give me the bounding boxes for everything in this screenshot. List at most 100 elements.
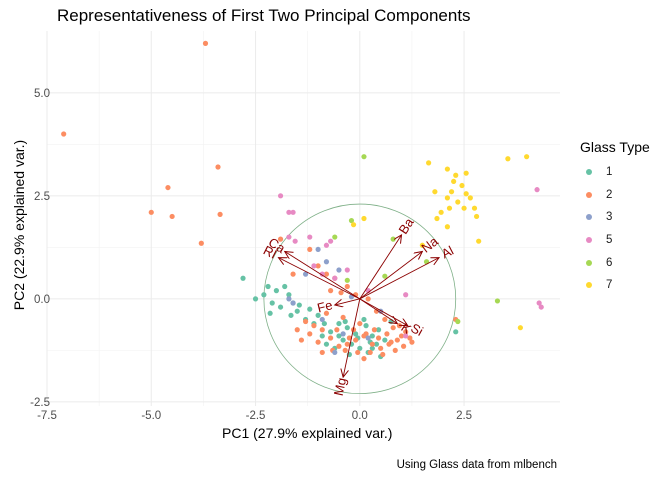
- data-point-type-5: [286, 234, 292, 240]
- y-axis-label: PC2 (22.9% explained var.): [11, 139, 27, 311]
- data-point-type-2: [169, 213, 175, 220]
- legend-label: 3: [606, 211, 613, 224]
- data-point-type-7: [471, 205, 478, 211]
- data-point-type-5: [286, 209, 292, 215]
- data-point-type-7: [455, 199, 461, 205]
- data-point-type-1: [296, 302, 302, 308]
- legend-item-3: 3: [580, 206, 650, 229]
- vector-label-mg: Mg: [331, 376, 349, 397]
- data-point-type-1: [307, 306, 313, 312]
- data-point-type-1: [269, 300, 275, 306]
- loading-vector-k: [359, 298, 398, 324]
- loading-vector-fe: [335, 298, 360, 305]
- data-point-type-2: [371, 327, 378, 333]
- legend-title: Glass Type: [580, 139, 650, 155]
- data-point-type-2: [298, 337, 305, 343]
- loading-vector-ba: [359, 235, 402, 300]
- data-point-type-5: [311, 263, 317, 269]
- data-point-type-5: [277, 193, 284, 199]
- data-point-type-2: [369, 341, 375, 347]
- data-point-type-1: [261, 292, 267, 298]
- legend-key: [580, 277, 597, 294]
- x-tick-label: 0.0: [352, 410, 368, 422]
- data-point-type-5: [292, 238, 298, 244]
- data-point-type-7: [432, 189, 438, 195]
- data-point-type-5: [307, 234, 313, 240]
- data-point-type-2: [338, 290, 344, 296]
- data-point-type-7: [476, 238, 482, 244]
- y-tick-label: 2.5: [34, 191, 50, 203]
- data-point-type-3: [340, 331, 346, 337]
- data-point-type-5: [332, 275, 338, 281]
- y-tick-label: 0.0: [34, 294, 50, 306]
- data-point-type-6: [455, 318, 461, 325]
- data-point-type-7: [473, 213, 480, 220]
- data-point-type-2: [323, 310, 330, 316]
- data-point-type-1: [323, 341, 330, 347]
- data-point-type-1: [357, 345, 363, 351]
- data-point-type-7: [438, 209, 444, 215]
- data-point-type-2: [334, 327, 340, 333]
- y-tick-label: 5.0: [34, 88, 50, 100]
- data-point-type-2: [277, 236, 284, 242]
- data-point-type-3: [290, 300, 296, 306]
- legend-item-7: 7: [580, 274, 650, 297]
- data-point-type-2: [357, 320, 363, 327]
- data-point-type-2: [394, 337, 400, 343]
- data-point-type-1: [240, 275, 246, 281]
- data-point-type-7: [448, 189, 455, 195]
- data-point-type-5: [290, 209, 296, 215]
- data-point-type-7: [463, 170, 469, 176]
- data-point-type-2: [61, 131, 67, 137]
- data-point-type-2: [311, 323, 317, 329]
- data-point-type-1: [342, 318, 348, 325]
- data-point-type-3: [323, 259, 330, 265]
- data-point-type-2: [342, 347, 348, 353]
- data-point-type-2: [353, 337, 359, 343]
- data-point-type-2: [384, 331, 390, 337]
- data-point-type-3: [332, 349, 338, 356]
- data-point-type-2: [294, 327, 300, 333]
- data-point-type-1: [453, 329, 459, 335]
- data-point-type-2: [392, 347, 398, 353]
- data-point-type-2: [340, 314, 346, 321]
- data-point-type-2: [382, 316, 388, 323]
- data-point-type-3: [336, 267, 342, 273]
- data-point-type-7: [361, 215, 367, 222]
- data-point-type-6: [344, 277, 350, 283]
- data-point-type-7: [463, 191, 469, 197]
- data-point-type-6: [332, 234, 338, 240]
- data-point-type-7: [434, 215, 440, 222]
- loading-vector-na: [359, 251, 423, 300]
- data-point-type-1: [363, 323, 369, 329]
- loading-vector-al: [359, 258, 439, 300]
- data-point-type-2: [346, 335, 352, 341]
- data-point-type-7: [461, 205, 467, 211]
- legend: Glass Type 1 2 3 5 6 7: [580, 139, 650, 297]
- data-point-type-2: [388, 339, 394, 345]
- legend-key: [580, 254, 597, 271]
- legend-dot: [585, 237, 592, 244]
- data-point-type-2: [315, 339, 321, 345]
- data-point-type-2: [307, 331, 313, 337]
- y-tick-label: -2.5: [30, 397, 50, 409]
- legend-items: 1 2 3 5 6 7: [580, 161, 650, 297]
- data-point-type-5: [534, 187, 540, 193]
- x-tick-label: -7.5: [37, 410, 57, 422]
- legend-item-2: 2: [580, 184, 650, 207]
- data-point-type-2: [380, 351, 386, 358]
- legend-dot: [585, 282, 592, 289]
- legend-key: [580, 164, 597, 181]
- loading-vector-ri: [278, 258, 361, 300]
- correlation-circle: [263, 203, 457, 395]
- data-point-type-2: [361, 356, 367, 362]
- data-point-type-1: [340, 337, 346, 343]
- data-point-type-3: [315, 246, 321, 253]
- data-point-type-1: [336, 333, 342, 339]
- data-point-type-1: [315, 312, 321, 318]
- data-point-type-6: [494, 298, 501, 304]
- data-point-type-3: [302, 271, 309, 277]
- data-point-type-3: [365, 335, 371, 341]
